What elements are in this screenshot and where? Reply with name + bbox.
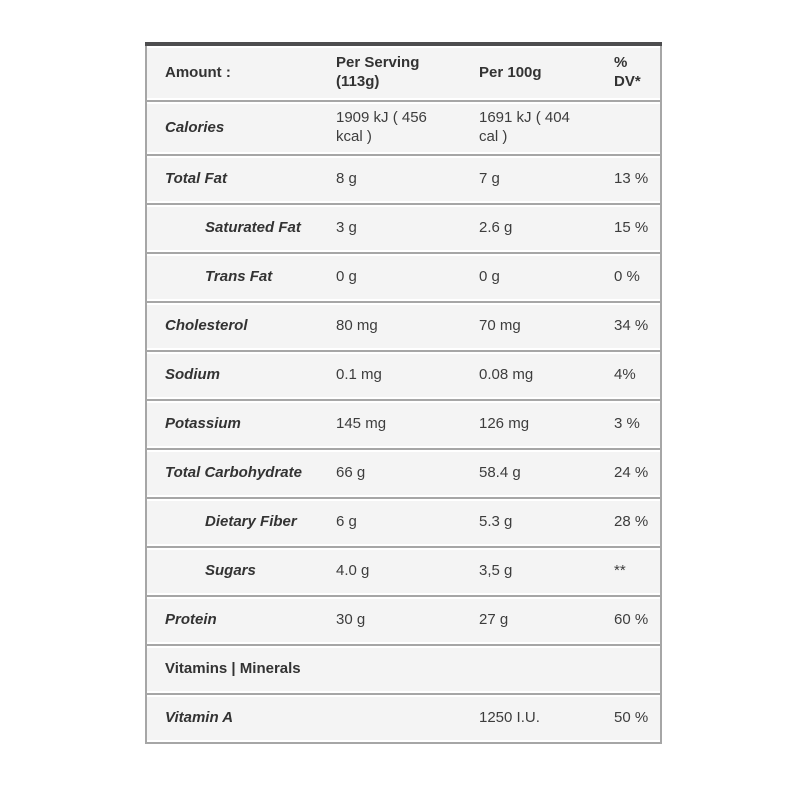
per-serving-value: 145 mg	[336, 414, 387, 432]
per-100g-cell: 1250 I.U.	[471, 693, 606, 743]
row-label: Total Carbohydrate	[146, 448, 326, 498]
row-label: Total Fat	[146, 154, 326, 204]
table-header-row: Amount : Per Serving (113g) Per 100g % D…	[146, 44, 661, 101]
table-row: Potassium 145 mg 126 mg 3 %	[146, 399, 661, 449]
per-serving-cell: 3 g	[326, 203, 471, 253]
row-label: Cholesterol	[146, 301, 326, 351]
table-body: Calories 1909 kJ ( 456 kcal ) 1691 kJ ( …	[146, 100, 661, 743]
per-serving-cell: 30 g	[326, 595, 471, 645]
per-100g-cell: 70 mg	[471, 301, 606, 351]
row-label: Sodium	[146, 350, 326, 400]
per-serving-value: 0.1 mg	[336, 365, 382, 383]
per-100g-value: 27 g	[479, 610, 509, 628]
dv-cell: 13 %	[606, 154, 661, 204]
per-100g-cell: 58.4 g	[471, 448, 606, 498]
per-serving-cell: 6 g	[326, 497, 471, 547]
table-row: Sodium 0.1 mg 0.08 mg 4%	[146, 350, 661, 400]
column-header-per-serving: Per Serving (113g)	[326, 44, 471, 101]
per-serving-cell	[326, 644, 471, 694]
dv-cell: 50 %	[606, 693, 661, 743]
table-row: Vitamin A 1250 I.U. 50 %	[146, 693, 661, 743]
dv-cell: 15 %	[606, 203, 661, 253]
table-row: Saturated Fat 3 g 2.6 g 15 %	[146, 203, 661, 253]
per-100g-cell: 27 g	[471, 595, 606, 645]
per-100g-value: 3,5 g	[479, 561, 513, 579]
dv-cell: 28 %	[606, 497, 661, 547]
table-row: Trans Fat 0 g 0 g 0 %	[146, 252, 661, 302]
per-100g-value: 1691 kJ ( 404 cal )	[479, 109, 570, 145]
per-serving-cell	[326, 693, 471, 743]
dv-cell: 3 %	[606, 399, 661, 449]
per-100g-cell: 1691 kJ ( 404 cal )	[471, 100, 606, 155]
per-100g-cell: 0 g	[471, 252, 606, 302]
column-header-per-serving-label: Per Serving (113g)	[336, 54, 420, 90]
per-100g-cell: 2.6 g	[471, 203, 606, 253]
dv-cell	[606, 100, 661, 155]
column-header-dv: % DV*	[606, 44, 661, 101]
table-row: Sugars 4.0 g 3,5 g **	[146, 546, 661, 596]
per-100g-cell: 126 mg	[471, 399, 606, 449]
per-100g-value: 0.08 mg	[479, 365, 534, 383]
per-serving-cell: 0.1 mg	[326, 350, 471, 400]
table-row: Total Fat 8 g 7 g 13 %	[146, 154, 661, 204]
table-row: Cholesterol 80 mg 70 mg 34 %	[146, 301, 661, 351]
per-100g-value: 58.4 g	[479, 463, 521, 481]
dv-cell: **	[606, 546, 661, 596]
row-label: Protein	[146, 595, 326, 645]
per-serving-value: 4.0 g	[336, 561, 370, 579]
table-row: Total Carbohydrate 66 g 58.4 g 24 %	[146, 448, 661, 498]
per-serving-cell: 1909 kJ ( 456 kcal )	[326, 100, 471, 155]
table-row: Vitamins | Minerals	[146, 644, 661, 694]
row-label: Sugars	[146, 546, 326, 596]
row-label: Trans Fat	[146, 252, 326, 302]
dv-cell: 4%	[606, 350, 661, 400]
column-header-dv-label: % DV*	[614, 54, 641, 90]
row-label: Vitamins | Minerals	[146, 644, 326, 694]
row-label: Saturated Fat	[146, 203, 326, 253]
row-label: Potassium	[146, 399, 326, 449]
per-100g-value: 1250 I.U.	[479, 708, 540, 726]
row-label: Calories	[146, 100, 326, 155]
column-header-per-100g-label: Per 100g	[479, 63, 542, 81]
per-100g-cell	[471, 644, 606, 694]
per-serving-value: 3 g	[336, 218, 357, 236]
dv-cell: 34 %	[606, 301, 661, 351]
per-100g-cell: 0.08 mg	[471, 350, 606, 400]
per-100g-value: 7 g	[479, 169, 500, 187]
per-serving-cell: 66 g	[326, 448, 471, 498]
per-100g-value: 0 g	[479, 267, 500, 285]
per-serving-cell: 80 mg	[326, 301, 471, 351]
per-100g-cell: 5.3 g	[471, 497, 606, 547]
per-serving-value: 6 g	[336, 512, 357, 530]
per-serving-cell: 8 g	[326, 154, 471, 204]
table-row: Protein 30 g 27 g 60 %	[146, 595, 661, 645]
row-label: Dietary Fiber	[146, 497, 326, 547]
per-100g-cell: 3,5 g	[471, 546, 606, 596]
per-serving-value: 8 g	[336, 169, 357, 187]
per-serving-cell: 4.0 g	[326, 546, 471, 596]
nutrition-facts-table: Amount : Per Serving (113g) Per 100g % D…	[145, 42, 662, 744]
dv-cell: 60 %	[606, 595, 661, 645]
table-row: Calories 1909 kJ ( 456 kcal ) 1691 kJ ( …	[146, 100, 661, 155]
dv-cell: 24 %	[606, 448, 661, 498]
row-label: Vitamin A	[146, 693, 326, 743]
per-serving-value: 80 mg	[336, 316, 378, 334]
per-100g-value: 70 mg	[479, 316, 521, 334]
per-100g-value: 126 mg	[479, 414, 530, 432]
per-100g-value: 5.3 g	[479, 512, 513, 530]
dv-cell	[606, 644, 661, 694]
table-row: Dietary Fiber 6 g 5.3 g 28 %	[146, 497, 661, 547]
per-serving-value: 1909 kJ ( 456 kcal )	[336, 109, 427, 145]
per-serving-cell: 0 g	[326, 252, 471, 302]
per-serving-value: 0 g	[336, 267, 357, 285]
per-100g-cell: 7 g	[471, 154, 606, 204]
per-serving-value: 66 g	[336, 463, 366, 481]
column-header-per-100g: Per 100g	[471, 44, 606, 101]
dv-cell: 0 %	[606, 252, 661, 302]
per-100g-value: 2.6 g	[479, 218, 513, 236]
column-header-amount: Amount :	[146, 44, 326, 101]
per-serving-cell: 145 mg	[326, 399, 471, 449]
per-serving-value: 30 g	[336, 610, 366, 628]
